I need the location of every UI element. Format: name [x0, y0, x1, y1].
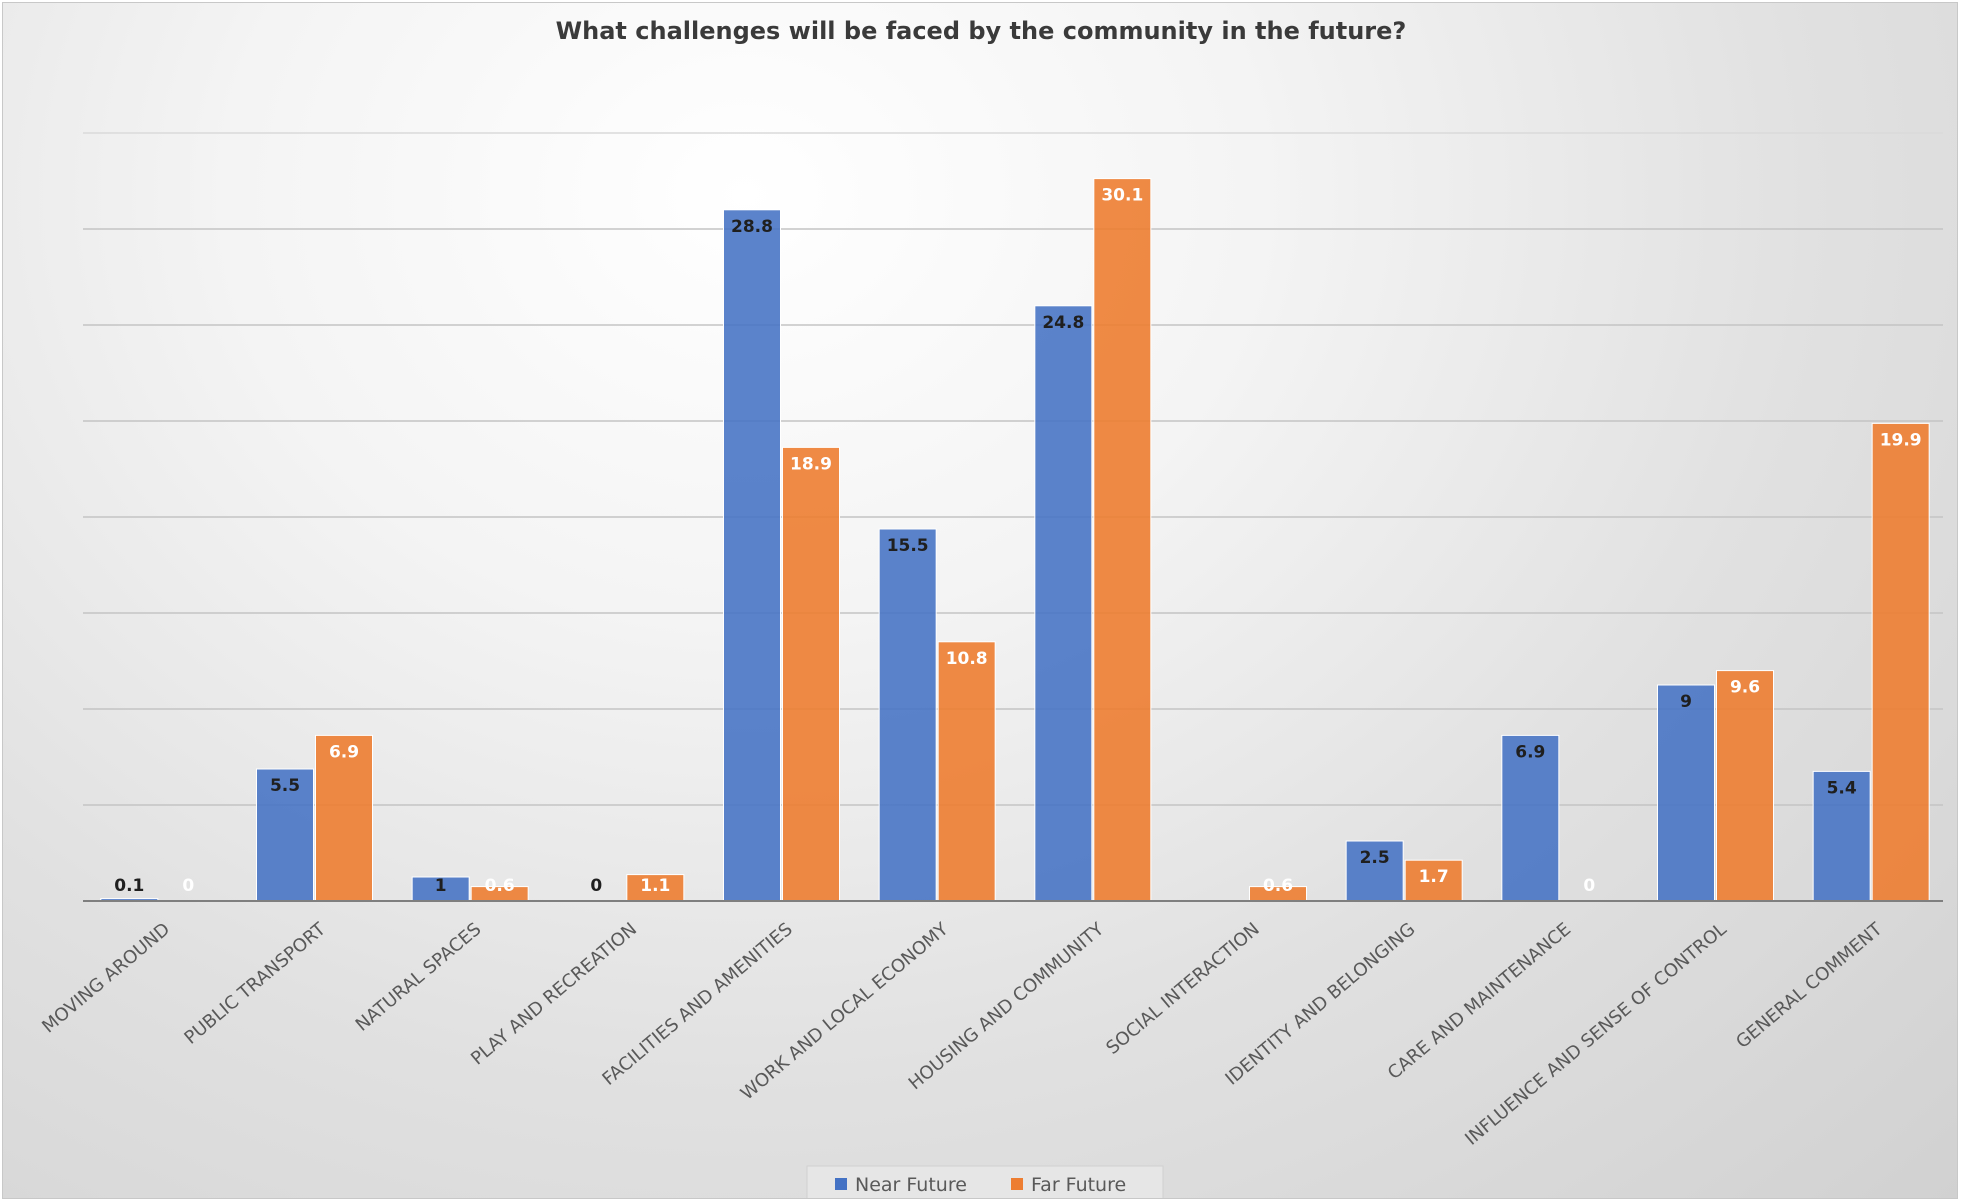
far-future-value-label: 18.9 — [790, 454, 832, 474]
near-future-bar — [1345, 840, 1404, 902]
far-future-value-label: 19.9 — [1880, 430, 1922, 450]
near-future-value-label: 9 — [1680, 692, 1692, 712]
near-future-value-label: 0 — [590, 876, 602, 896]
far-future-value-label: 6.9 — [329, 742, 359, 762]
bars — [100, 178, 1930, 902]
near-future-value-label: 1 — [435, 876, 447, 896]
x-axis-tick-label: INFLUENCE AND SENSE OF CONTROL — [1461, 919, 1731, 1150]
far-future-bar — [1093, 178, 1152, 902]
far-future-value-label: 0.6 — [1263, 876, 1293, 896]
near-future-value-label: 5.4 — [1827, 778, 1857, 798]
near-future-value-label: 0.1 — [114, 876, 144, 896]
x-axis-tick-label: SOCIAL INTERACTION — [1102, 919, 1263, 1059]
x-axis-tick-label: NATURAL SPACES — [352, 919, 486, 1036]
near-future-value-label: 28.8 — [731, 217, 773, 237]
bar-chart: 0.1 0 5.5 6.9 1 0.6 0 1.1 28.8 18.9 15.5 10.8 24.8 30… — [38, 17, 1943, 1198]
far-future-bar — [937, 641, 996, 902]
near-future-legend-label: Near Future — [855, 1174, 967, 1196]
far-future-value-label: 0 — [182, 876, 194, 896]
near-future-value-label: 5.5 — [270, 776, 300, 796]
x-axis-tick-label: CARE AND MAINTENANCE — [1384, 919, 1575, 1084]
near-future-value-label: 6.9 — [1515, 742, 1545, 762]
legend: Near Future Far Future — [806, 1165, 1164, 1198]
near-future-value-label: 2.5 — [1360, 848, 1390, 868]
far-future-bar — [1871, 422, 1930, 902]
near-future-bar — [878, 528, 937, 902]
far-future-legend-label: Far Future — [1031, 1174, 1126, 1196]
far-future-value-label: 0.6 — [485, 876, 515, 896]
near-future-bar — [1501, 734, 1560, 902]
far-future-value-label: 10.8 — [946, 649, 988, 669]
far-future-value-label: 9.6 — [1730, 678, 1760, 698]
far-future-value-label: 1.7 — [1419, 867, 1449, 887]
near-future-value-label: 24.8 — [1042, 313, 1084, 333]
near-future-bar — [1657, 684, 1715, 902]
x-axis-tick-label: GENERAL COMMENT — [1732, 918, 1887, 1053]
x-axis-tick-label: MOVING AROUND — [38, 919, 174, 1038]
far-future-bar — [782, 446, 840, 902]
gridlines — [83, 132, 1943, 806]
x-axis-tick-label: PLAY AND RECREATION — [467, 919, 641, 1070]
x-axis-tick-label: PUBLIC TRANSPORT — [180, 918, 330, 1049]
far-future-legend-swatch — [1011, 1178, 1023, 1190]
near-future-bar — [1034, 305, 1093, 902]
far-future-value-label: 30.1 — [1101, 186, 1143, 206]
far-future-bar — [1716, 670, 1774, 902]
near-future-legend-swatch — [835, 1178, 847, 1190]
far-future-bar — [315, 734, 373, 902]
data-labels: 0.1 0 5.5 6.9 1 0.6 0 1.1 28.8 18.9 15.5 10.8 24.8 30… — [114, 186, 1921, 896]
near-future-value-label: 15.5 — [887, 536, 929, 556]
far-future-value-label: 0 — [1583, 876, 1595, 896]
near-future-bar — [723, 209, 781, 902]
far-future-bar — [626, 874, 685, 902]
x-axis-labels: MOVING AROUND PUBLIC TRANSPORT NATURAL SPA… — [38, 918, 1887, 1150]
far-future-bar — [1404, 859, 1463, 902]
near-future-bar — [1812, 770, 1871, 902]
far-future-value-label: 1.1 — [640, 876, 670, 896]
legend-box — [806, 1165, 1164, 1198]
near-future-bar — [411, 876, 470, 902]
chart-title: What challenges will be faced by the com… — [556, 17, 1407, 45]
